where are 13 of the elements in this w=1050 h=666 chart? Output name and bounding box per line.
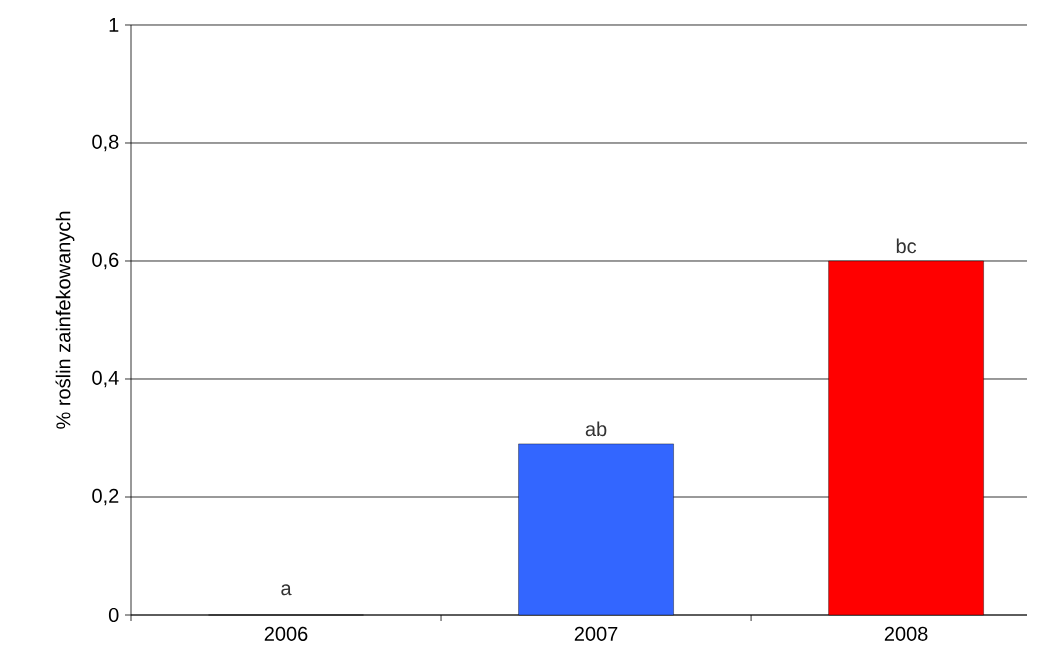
y-axis-title: % roślin zainfekowanych bbox=[55, 211, 75, 429]
data-label: bc bbox=[896, 238, 917, 254]
y-tick-label: 0,6 bbox=[92, 252, 119, 270]
x-tick-label: 2007 bbox=[574, 626, 618, 641]
y-tick-label: 0 bbox=[108, 607, 119, 623]
data-label: ab bbox=[585, 421, 607, 437]
x-tick-label: 2006 bbox=[264, 626, 308, 641]
y-tick-label: 0,2 bbox=[92, 488, 119, 506]
y-tick-label: 1 bbox=[109, 18, 119, 32]
data-label: a bbox=[281, 584, 292, 596]
x-tick-label: 2008 bbox=[884, 626, 928, 641]
y-tick-label: 0,8 bbox=[92, 134, 119, 152]
y-tick-label: 0,4 bbox=[92, 370, 119, 388]
